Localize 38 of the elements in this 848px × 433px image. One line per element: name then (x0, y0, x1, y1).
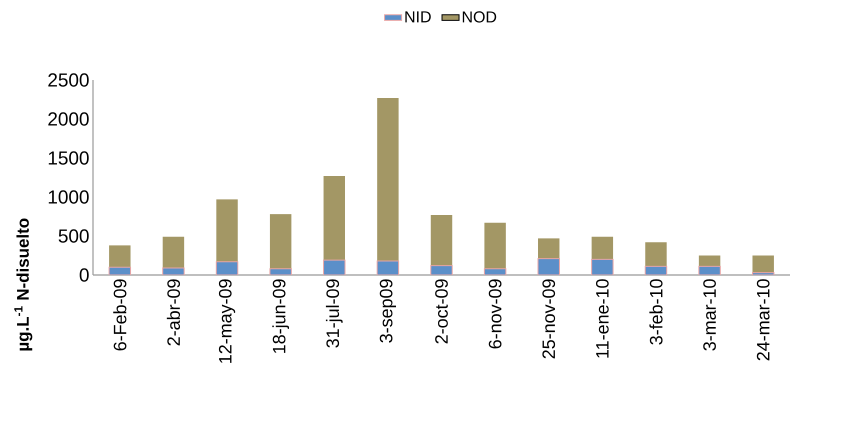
bar (323, 260, 346, 275)
bar (698, 256, 720, 266)
y-tick-label: 2500 (48, 73, 89, 87)
bar (645, 242, 667, 266)
x-tick-label: 2-oct-09 (435, 279, 448, 344)
bar (162, 236, 184, 268)
y-tick-label: 500 (58, 229, 89, 243)
y-tick-label: 2000 (48, 112, 89, 126)
x-tick-label: 3-mar-10 (703, 279, 716, 351)
bar (324, 176, 345, 260)
x-tick-label: 3-sep09 (380, 279, 396, 343)
bar (484, 222, 506, 269)
bar (592, 236, 614, 260)
x-tick-label: 18-jun-09 (272, 279, 290, 353)
x-tick-label: 25-nov-09 (542, 279, 556, 358)
bar (216, 199, 238, 262)
bar (109, 245, 131, 268)
x-tick-label: 31-jul-09 (326, 279, 343, 348)
x-tick-label: 11-ene-10 (596, 279, 609, 358)
legend-label: NOD (462, 11, 496, 23)
x-tick-label: 12-may-09 (218, 279, 236, 363)
bar (270, 214, 292, 269)
y-tick-label: 1000 (48, 190, 89, 204)
y-tick-label: 1500 (48, 151, 89, 165)
bar (377, 98, 399, 261)
bar (430, 214, 452, 266)
x-tick-label: 3-feb-10 (649, 279, 663, 345)
x-tick-label: 6-nov-09 (488, 279, 502, 348)
bar (216, 262, 238, 275)
x-tick-label: 2-abr-09 (166, 279, 180, 346)
bar (752, 256, 774, 273)
bar (538, 258, 560, 275)
y-axis-title: µg.L$^{-1}$ N-disuelto (14, 218, 32, 350)
x-tick-label: 24-mar-10 (756, 279, 770, 360)
bar (538, 238, 560, 259)
x-tick-label: 6-Feb-09 (113, 279, 126, 350)
legend-label: NID (405, 11, 431, 22)
y-tick-label: 0 (80, 268, 89, 282)
